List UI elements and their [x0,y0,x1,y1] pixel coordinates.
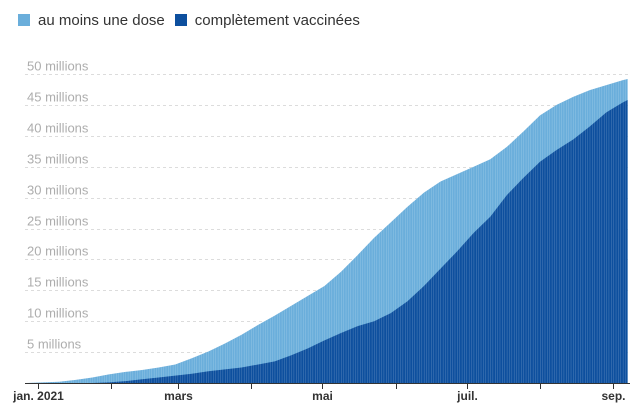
x-axis: jan. 2021 mars mai juil. sep. [12,383,630,403]
legend-swatch-at-least-one-dose [18,14,30,26]
x-tick-label: sep. [601,389,625,403]
y-tick-label: 15 millions [27,275,89,290]
y-tick-label: 5 millions [27,337,82,352]
y-tick-label: 50 millions [27,59,89,74]
y-axis-labels: 5 millions 10 millions 15 millions 20 milli… [27,59,89,352]
x-tick-label: mars [164,389,193,403]
legend-swatch-fully-vaccinated [174,14,187,26]
legend: au moins une dose complètement vaccinées [18,11,370,29]
y-tick-label: 45 millions [27,90,89,105]
y-tick-label: 25 millions [27,214,89,229]
legend-label-at-least-one-dose: au moins une dose [38,11,165,29]
x-tick-label: mai [312,389,333,403]
y-tick-label: 35 millions [27,152,89,167]
y-tick-label: 30 millions [27,183,89,198]
legend-label-fully-vaccinated: complètement vaccinées [194,11,360,29]
fully-vaccinated-area [26,99,628,384]
y-tick-label: 40 millions [27,121,89,136]
y-tick-label: 20 millions [27,244,89,259]
x-tick-label: jan. 2021 [12,389,64,403]
legend-item-at-least-one-dose: au moins une dose [18,12,165,29]
y-tick-label: 10 millions [27,306,89,321]
x-tick-label: juil. [456,389,478,403]
legend-item-fully-vaccinated: complètement vaccinées [174,11,360,29]
series-areas [26,78,628,384]
